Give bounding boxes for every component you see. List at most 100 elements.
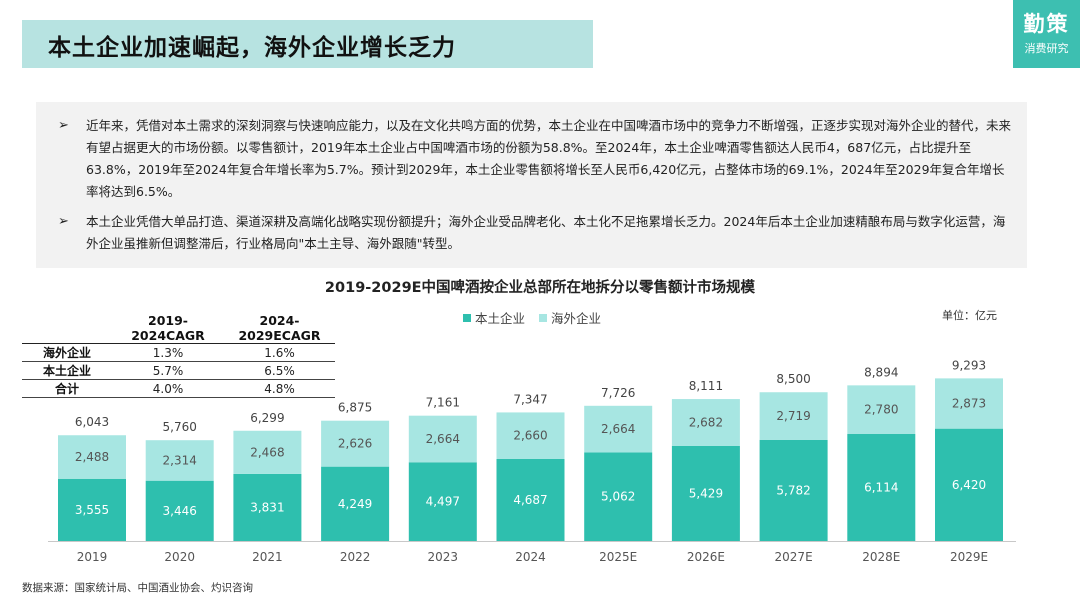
bar-local-2029E	[935, 428, 1003, 541]
total-label: 9,293	[952, 358, 986, 372]
bar-local-2022	[321, 466, 390, 541]
cagr-cell: 1.6%	[224, 343, 335, 362]
summary-point-1: 近年来，凭借对本土需求的深刻洞察与快速响应能力，以及在文化共鸣方面的优势，本土企…	[86, 118, 1012, 199]
value-label-local: 3,831	[250, 500, 284, 514]
x-tick-label: 2023	[428, 550, 459, 564]
cagr-row: 本土企业 5.7% 6.5%	[22, 361, 335, 380]
cagr-cell: 4.8%	[224, 379, 335, 398]
brand-logo: 勤策 消费研究	[1013, 0, 1080, 68]
bar-foreign-2023	[408, 415, 477, 463]
value-label-local: 5,062	[601, 490, 635, 504]
bar-local-2026E	[671, 445, 740, 541]
bar-foreign-2019	[58, 435, 126, 479]
cagr-row: 海外企业 1.3% 1.6%	[22, 343, 335, 362]
bar-foreign-2028E	[847, 385, 916, 435]
bar-foreign-2020	[145, 440, 214, 481]
bar-local-2021	[233, 473, 302, 541]
x-tick-label: 2020	[164, 550, 195, 564]
bar-foreign-2027E	[759, 392, 828, 440]
x-tick-label: 2028E	[862, 550, 900, 564]
total-label: 7,726	[601, 386, 635, 400]
legend-swatch-foreign	[539, 314, 547, 322]
cagr-cell: 海外企业	[22, 343, 112, 362]
x-tick-label: 2022	[340, 550, 371, 564]
total-label: 8,894	[864, 365, 898, 379]
value-label-local: 5,429	[689, 486, 723, 500]
legend-label-local: 本土企业	[475, 311, 526, 326]
summary-point-2: 本土企业凭借大单品打造、渠道深耕及高端化战略实现份额提升；海外企业受品牌老化、本…	[86, 214, 1006, 251]
cagr-cell: 4.0%	[112, 379, 224, 398]
x-tick-label: 2027E	[775, 550, 813, 564]
summary-box: ➢ 近年来，凭借对本土需求的深刻洞察与快速响应能力，以及在文化共鸣方面的优势，本…	[36, 102, 1027, 268]
value-label-foreign: 2,664	[601, 422, 635, 436]
bullet-icon: ➢	[58, 214, 69, 229]
x-tick-label: 2021	[252, 550, 283, 564]
chart-title: 2019-2029E中国啤酒按企业总部所在地拆分以零售额计市场规模	[324, 280, 756, 296]
total-label: 6,875	[338, 401, 372, 415]
bar-local-2025E	[584, 452, 653, 541]
value-label-foreign: 2,488	[75, 450, 109, 464]
x-tick-label: 2024	[515, 550, 546, 564]
value-label-local: 5,782	[776, 483, 810, 497]
chart-legend: 本土企业 海外企业	[463, 308, 601, 327]
total-label: 5,760	[163, 420, 197, 434]
value-label-foreign: 2,660	[513, 429, 547, 443]
bar-foreign-2026E	[671, 399, 740, 446]
value-label-foreign: 2,682	[689, 416, 723, 430]
cagr-cell: 合计	[22, 379, 112, 398]
value-label-foreign: 2,780	[864, 403, 898, 417]
total-label: 6,299	[250, 411, 284, 425]
total-label: 8,500	[776, 372, 810, 386]
value-label-local: 4,687	[513, 493, 547, 507]
x-tick-label: 2025E	[599, 550, 637, 564]
x-tick-label: 2019	[77, 550, 108, 564]
bar-local-2020	[145, 480, 214, 541]
cagr-cell: 6.5%	[224, 361, 335, 380]
legend-swatch-local	[463, 314, 471, 322]
value-label-foreign: 2,719	[776, 409, 810, 423]
bar-foreign-2022	[321, 420, 390, 467]
bar-foreign-2029E	[935, 378, 1003, 429]
cagr-table: 2019-2024CAGR 2024-2029ECAGR 海外企业 1.3% 1…	[22, 313, 335, 398]
data-source: 数据来源：国家统计局、中国酒业协会、灼识咨询	[22, 582, 253, 594]
brand-name: 勤策	[1023, 12, 1070, 36]
title-bar: 本土企业加速崛起，海外企业增长乏力	[22, 20, 593, 68]
cagr-header-cell	[22, 313, 112, 344]
total-label: 6,043	[75, 415, 109, 429]
bar-foreign-2025E	[584, 405, 653, 453]
value-label-foreign: 2,873	[952, 397, 986, 411]
brand-subtitle: 消费研究	[1024, 42, 1069, 55]
bar-foreign-2024	[496, 412, 565, 459]
value-label-local: 6,420	[952, 478, 986, 492]
cagr-row: 合计 4.0% 4.8%	[22, 379, 335, 398]
x-tick-label: 2026E	[687, 550, 725, 564]
total-label: 8,111	[689, 379, 723, 393]
cagr-header-cell: 2019-2024CAGR	[112, 313, 224, 344]
bar-local-2027E	[759, 439, 828, 541]
total-label: 7,347	[513, 392, 547, 406]
cagr-cell: 本土企业	[22, 361, 112, 380]
cagr-header-row: 2019-2024CAGR 2024-2029ECAGR	[22, 313, 335, 344]
bar-local-2024	[496, 458, 565, 541]
bullet-icon: ➢	[58, 118, 69, 133]
bar-local-2028E	[847, 434, 916, 541]
x-tick-label: 2029E	[950, 550, 988, 564]
value-label-local: 3,446	[163, 504, 197, 518]
bar-local-2023	[408, 462, 477, 541]
cagr-header-cell: 2024-2029ECAGR	[224, 313, 335, 344]
value-label-local: 4,497	[426, 495, 460, 509]
legend-label-foreign: 海外企业	[551, 311, 602, 326]
value-label-local: 3,555	[75, 503, 109, 517]
value-label-foreign: 2,314	[163, 453, 197, 467]
value-label-local: 6,114	[864, 481, 898, 495]
bar-local-2019	[58, 478, 126, 541]
page-title: 本土企业加速崛起，海外企业增长乏力	[48, 35, 456, 61]
bar-foreign-2021	[233, 430, 302, 474]
value-label-foreign: 2,468	[250, 445, 284, 459]
value-label-foreign: 2,626	[338, 437, 372, 451]
cagr-cell: 5.7%	[112, 361, 224, 380]
total-label: 7,161	[426, 396, 460, 410]
value-label-local: 4,249	[338, 497, 372, 511]
value-label-foreign: 2,664	[426, 432, 460, 446]
